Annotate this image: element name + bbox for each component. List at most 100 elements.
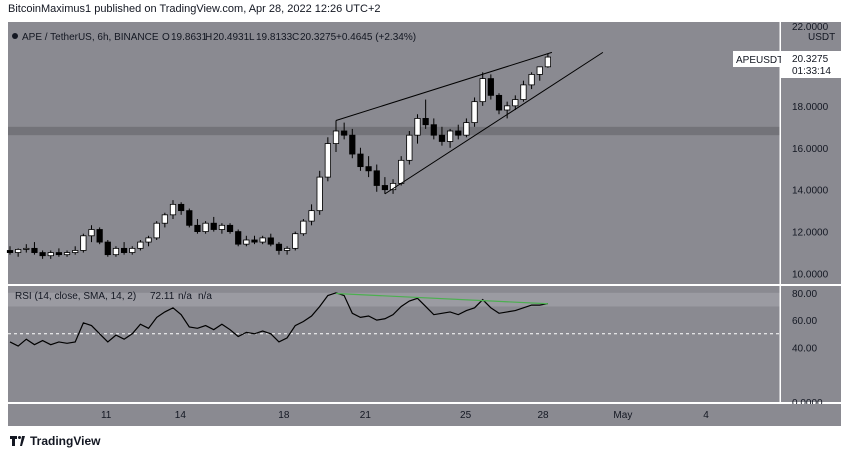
price-axis-ticks: 18.0000 16.0000 14.0000 12.0000 10.0000	[792, 102, 829, 281]
resistance-zone	[8, 126, 780, 136]
price-axis-currency: USDT	[808, 32, 835, 43]
last-price-countdown: 01:33:14	[792, 66, 831, 77]
candle-down	[104, 241, 111, 256]
price-tick-label: 14.0000	[792, 186, 829, 197]
candle-up	[292, 233, 299, 249]
wedge-upper-line	[335, 51, 553, 121]
rsi-tick-label: 0.0000	[792, 398, 823, 409]
candle-up	[80, 235, 87, 251]
candle-up	[23, 247, 30, 250]
candle-up	[324, 143, 331, 178]
candle-up	[504, 105, 511, 111]
rsi-overbought-band	[8, 292, 780, 307]
candle-up	[332, 130, 340, 144]
candle-up	[218, 224, 225, 230]
candle-down	[381, 185, 389, 191]
time-axis[interactable]	[8, 404, 841, 426]
time-tick-label: 11	[101, 410, 112, 421]
candle-up	[471, 101, 478, 124]
wedge-lower-line	[384, 51, 604, 195]
price-tick-label: 18.0000	[792, 102, 829, 113]
time-tick-label: May	[613, 410, 632, 421]
last-price-symbol: APEUSDT	[736, 55, 783, 66]
high-label: H	[205, 32, 212, 43]
candle-up	[137, 241, 144, 249]
rsi-line	[9, 292, 549, 347]
price-tick-label: 16.0000	[792, 144, 829, 155]
symbol-title[interactable]: APE / TetherUS, 6h, BINANCE	[22, 32, 159, 43]
low-label: L	[249, 32, 255, 43]
rising-wedge-lines	[335, 51, 604, 195]
low-value: 19.8133	[256, 32, 293, 43]
candle-down	[6, 250, 14, 253]
close-value: 20.3275	[300, 32, 337, 43]
candle-up	[512, 99, 519, 107]
candle-up	[243, 239, 250, 245]
candle-up	[308, 210, 315, 222]
symbol-status-icon	[12, 33, 18, 39]
candle-down	[438, 134, 446, 142]
change-value: +0.4645 (+2.34%)	[336, 32, 416, 43]
candle-up	[316, 176, 323, 212]
candle-down	[487, 78, 494, 96]
candle-down	[178, 203, 185, 212]
candle-down	[495, 94, 503, 111]
price-pane-bg	[8, 22, 780, 284]
tradingview-footer[interactable]: TradingView	[10, 434, 100, 448]
candle-down	[267, 237, 274, 245]
candle-down	[39, 252, 46, 257]
candle-up	[88, 229, 95, 237]
candle-down	[96, 229, 103, 243]
candle-down	[455, 130, 462, 136]
rsi-tick-label: 80.00	[792, 289, 817, 300]
candle-down	[275, 243, 283, 251]
candle-down	[251, 239, 258, 243]
rsi-tick-label: 40.00	[792, 343, 817, 354]
time-axis-ticks: 11 14 18 21 25 28 May 4	[101, 410, 709, 421]
candle-up	[259, 237, 266, 243]
candle-up	[112, 247, 120, 256]
candle-up	[202, 222, 209, 233]
candle-down	[422, 118, 429, 126]
candlestick-series	[6, 53, 552, 259]
high-value: 20.4931	[213, 32, 250, 43]
candle-up	[161, 214, 168, 224]
rsi-na-1: n/a	[178, 291, 192, 302]
candle-down	[235, 231, 242, 245]
candle-down	[186, 210, 193, 226]
candle-down	[194, 224, 201, 232]
candle-down	[349, 134, 356, 155]
candle-up	[47, 252, 54, 257]
rsi-title[interactable]: RSI (14, close, SMA, 14, 2)	[15, 291, 136, 302]
rsi-axis[interactable]	[781, 286, 841, 402]
candle-down	[55, 252, 63, 256]
candle-up	[406, 134, 413, 161]
rsi-tick-label: 60.00	[792, 316, 817, 327]
candle-down	[430, 124, 437, 136]
candle-down	[373, 170, 380, 186]
rsi-axis-ticks: 80.00 60.00 40.00 0.0000	[792, 289, 823, 409]
candle-down	[226, 224, 234, 232]
candle-down	[121, 247, 128, 253]
tradingview-logo-icon	[10, 436, 26, 446]
candle-down	[210, 222, 217, 230]
candle-up	[446, 130, 454, 142]
price-axis-top-cut: 22.0000	[792, 22, 829, 33]
time-tick-label: 4	[703, 410, 709, 421]
last-price-tag: APEUSDT 20.3275 01:33:14	[733, 51, 841, 78]
symbol-legend: APE / TetherUS, 6h, BINANCE O 19.8631 H …	[12, 32, 416, 43]
candle-up	[528, 74, 535, 86]
candle-up	[300, 220, 307, 235]
time-tick-label: 21	[360, 410, 372, 421]
candle-up	[63, 252, 71, 256]
candle-up	[145, 237, 152, 243]
candle-down	[31, 247, 38, 253]
open-label: O	[162, 32, 170, 43]
rsi-divergence-line	[335, 292, 548, 305]
open-value: 19.8631	[171, 32, 208, 43]
candle-up	[283, 247, 291, 251]
candle-up	[463, 122, 470, 136]
candle-up	[398, 159, 405, 184]
candle-up	[129, 247, 136, 253]
